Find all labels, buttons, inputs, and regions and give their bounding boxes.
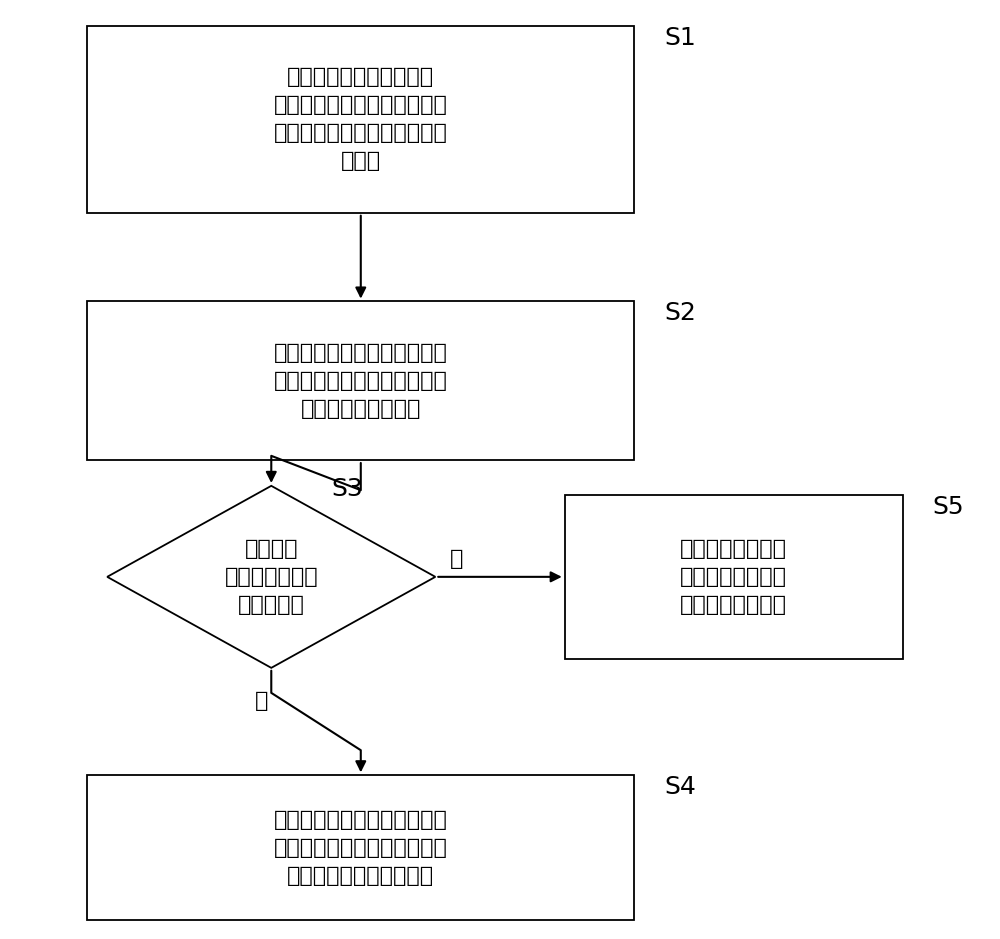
FancyBboxPatch shape [87,26,634,213]
Text: 是: 是 [255,691,268,711]
Text: S4: S4 [664,776,696,799]
Text: 受测者坐于学习桌的前面
，学习桌上放置有显示单元，
处理单元通过显示单元显示当
前视标: 受测者坐于学习桌的前面 ，学习桌上放置有显示单元， 处理单元通过显示单元显示当 … [274,68,448,172]
Text: S2: S2 [664,301,696,326]
FancyBboxPatch shape [565,495,903,658]
Text: 根据当前视标的大
一型号的视标，确
认受测者的视力值: 根据当前视标的大 一型号的视标，确 认受测者的视力值 [680,539,787,615]
Text: 否: 否 [450,549,464,569]
Text: 处理单元
判断受测者的回
答是否正确: 处理单元 判断受测者的回 答是否正确 [224,539,318,615]
Text: S5: S5 [933,495,964,519]
Text: S1: S1 [664,26,696,50]
Text: S3: S3 [331,476,363,500]
Polygon shape [107,485,435,668]
Text: 处理单元访问存储单元，将当
前视标的小一型号的视标作为
当前视标，开口随机设置: 处理单元访问存储单元，将当 前视标的小一型号的视标作为 当前视标，开口随机设置 [274,809,448,885]
FancyBboxPatch shape [87,301,634,460]
FancyBboxPatch shape [87,776,634,920]
Text: 受测者辨认当前视标的开头方
向，处理单元通过声音单元获
取受测者的声音反馈: 受测者辨认当前视标的开头方 向，处理单元通过声音单元获 取受测者的声音反馈 [274,343,448,419]
